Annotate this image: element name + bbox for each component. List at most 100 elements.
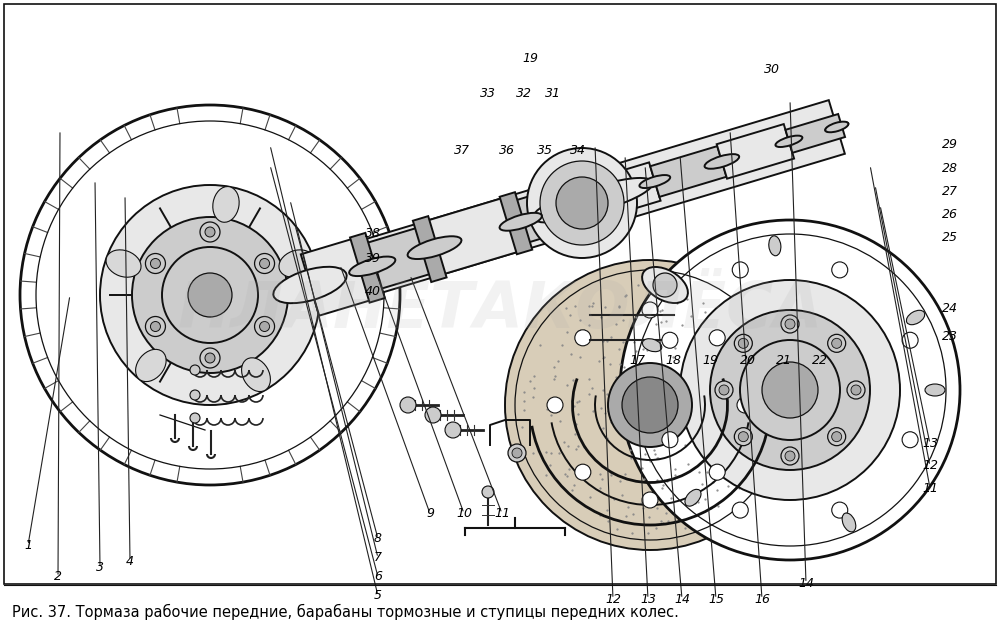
Text: 8: 8 bbox=[374, 533, 382, 545]
Circle shape bbox=[556, 177, 608, 229]
Circle shape bbox=[734, 334, 752, 353]
Text: ПЛАНЕТАКОЛЁСА: ПЛАНЕТАКОЛЁСА bbox=[177, 279, 823, 341]
Polygon shape bbox=[559, 181, 588, 231]
Ellipse shape bbox=[559, 197, 597, 212]
Circle shape bbox=[680, 280, 900, 500]
Circle shape bbox=[781, 447, 799, 465]
Circle shape bbox=[732, 262, 748, 278]
Circle shape bbox=[100, 185, 320, 405]
Text: 6: 6 bbox=[374, 571, 382, 583]
Circle shape bbox=[482, 486, 494, 498]
Text: 34: 34 bbox=[570, 145, 586, 157]
Polygon shape bbox=[572, 162, 661, 224]
Circle shape bbox=[445, 422, 461, 438]
Text: 22: 22 bbox=[812, 354, 828, 366]
Circle shape bbox=[132, 217, 288, 373]
Circle shape bbox=[902, 332, 918, 348]
Circle shape bbox=[205, 227, 215, 237]
Circle shape bbox=[255, 254, 275, 273]
Circle shape bbox=[738, 432, 748, 442]
Circle shape bbox=[734, 428, 752, 446]
Circle shape bbox=[710, 310, 870, 470]
Ellipse shape bbox=[136, 349, 166, 382]
Circle shape bbox=[540, 161, 624, 245]
Circle shape bbox=[575, 330, 591, 346]
Circle shape bbox=[162, 247, 258, 343]
Text: 13: 13 bbox=[640, 593, 656, 605]
Text: 35: 35 bbox=[537, 145, 553, 157]
Ellipse shape bbox=[769, 236, 781, 256]
Circle shape bbox=[719, 385, 729, 395]
Text: 12: 12 bbox=[922, 460, 938, 472]
Circle shape bbox=[902, 432, 918, 448]
Circle shape bbox=[255, 316, 275, 337]
Ellipse shape bbox=[925, 384, 945, 396]
Text: 31: 31 bbox=[545, 87, 561, 100]
Text: 40: 40 bbox=[365, 285, 381, 298]
Ellipse shape bbox=[906, 310, 925, 325]
Text: 29: 29 bbox=[942, 138, 958, 151]
Ellipse shape bbox=[408, 236, 461, 259]
Text: 23: 23 bbox=[942, 330, 958, 342]
Ellipse shape bbox=[642, 339, 662, 352]
Text: 20: 20 bbox=[740, 354, 756, 366]
Text: 5: 5 bbox=[374, 590, 382, 602]
Ellipse shape bbox=[349, 257, 395, 276]
Ellipse shape bbox=[639, 175, 670, 188]
Ellipse shape bbox=[273, 267, 347, 303]
Ellipse shape bbox=[533, 184, 633, 223]
Text: 37: 37 bbox=[454, 145, 470, 157]
Circle shape bbox=[188, 273, 232, 317]
Ellipse shape bbox=[106, 250, 141, 277]
Circle shape bbox=[20, 105, 400, 485]
Circle shape bbox=[709, 464, 725, 480]
Text: 17: 17 bbox=[629, 354, 645, 366]
Circle shape bbox=[575, 464, 591, 480]
Circle shape bbox=[190, 390, 200, 400]
Text: 3: 3 bbox=[96, 561, 104, 574]
Circle shape bbox=[620, 220, 960, 560]
Circle shape bbox=[715, 381, 733, 399]
Circle shape bbox=[828, 334, 846, 353]
Circle shape bbox=[762, 362, 818, 418]
Circle shape bbox=[732, 502, 748, 518]
Circle shape bbox=[785, 319, 795, 329]
Text: 27: 27 bbox=[942, 185, 958, 198]
Circle shape bbox=[832, 262, 848, 278]
Text: 25: 25 bbox=[942, 231, 958, 244]
Ellipse shape bbox=[825, 122, 848, 133]
Text: 26: 26 bbox=[942, 208, 958, 221]
Circle shape bbox=[508, 444, 526, 462]
Ellipse shape bbox=[775, 136, 802, 147]
Polygon shape bbox=[302, 100, 845, 312]
Polygon shape bbox=[413, 216, 447, 282]
Circle shape bbox=[547, 397, 563, 413]
Text: Рис. 37. Тормаза рабочие передние, барабаны тормозные и ступицы передних колес.: Рис. 37. Тормаза рабочие передние, бараб… bbox=[12, 604, 679, 620]
Polygon shape bbox=[514, 183, 585, 243]
Text: 2: 2 bbox=[54, 571, 62, 583]
Circle shape bbox=[527, 148, 637, 258]
Text: 14: 14 bbox=[798, 577, 814, 590]
Polygon shape bbox=[650, 146, 726, 197]
Text: 39: 39 bbox=[365, 252, 381, 265]
Text: 16: 16 bbox=[754, 593, 770, 605]
Circle shape bbox=[828, 428, 846, 446]
Ellipse shape bbox=[825, 122, 848, 132]
Text: 14: 14 bbox=[674, 593, 690, 605]
Circle shape bbox=[738, 339, 748, 348]
Circle shape bbox=[642, 302, 658, 318]
Circle shape bbox=[145, 316, 165, 337]
Text: 18: 18 bbox=[665, 354, 681, 366]
Text: 10: 10 bbox=[456, 507, 472, 520]
Ellipse shape bbox=[705, 154, 739, 169]
Text: 32: 32 bbox=[516, 87, 532, 100]
Ellipse shape bbox=[561, 178, 653, 214]
Circle shape bbox=[622, 377, 678, 433]
Circle shape bbox=[425, 407, 441, 423]
Circle shape bbox=[205, 353, 215, 363]
Polygon shape bbox=[350, 233, 385, 302]
Text: 19: 19 bbox=[702, 354, 718, 366]
Text: 12: 12 bbox=[605, 593, 621, 605]
Circle shape bbox=[200, 348, 220, 368]
Circle shape bbox=[785, 451, 795, 461]
